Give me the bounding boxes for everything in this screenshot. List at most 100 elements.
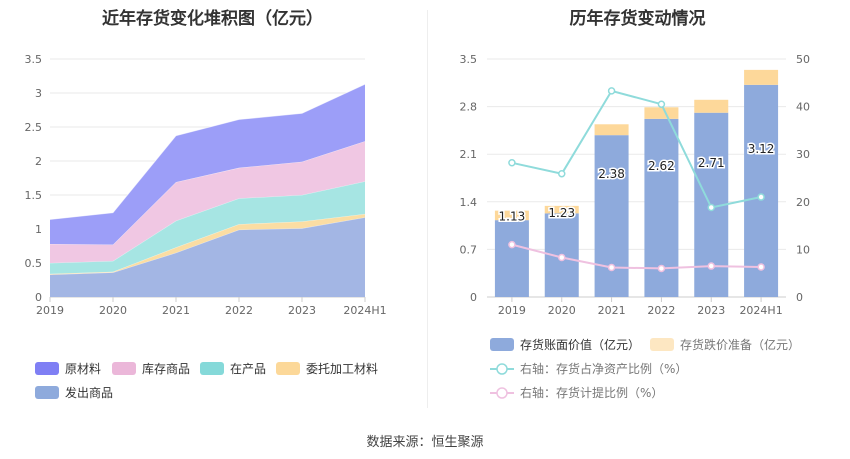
legend-label: 右轴：存货占净资产比例（%） <box>520 362 688 376</box>
y-tick-label: 2.5 <box>25 121 43 134</box>
line-point <box>707 262 715 270</box>
legend-label: 委托加工材料 <box>306 362 379 376</box>
bar-impairment-provision <box>544 205 579 214</box>
line-point <box>757 263 765 271</box>
line-point <box>607 87 616 95</box>
bar-book-value <box>594 135 629 297</box>
legend-line-icon <box>490 386 514 399</box>
area-series-发出商品 <box>50 217 365 297</box>
bar-data-label: 1.13 <box>499 210 526 224</box>
legend-label: 发出商品 <box>65 386 114 400</box>
legend-item-右轴：存货计提比例（%）[interactable]: 右轴：存货计提比例（%） <box>490 384 663 401</box>
y-tick-label: 0 <box>470 291 477 304</box>
legend-swatch <box>112 362 136 375</box>
legend-swatch <box>35 386 59 399</box>
legend-swatch <box>490 338 514 351</box>
line-point <box>657 264 666 273</box>
y2-tick-label: 0 <box>796 291 803 304</box>
area-series-edge <box>49 181 366 264</box>
legend-label: 存货账面价值（亿元） <box>520 338 641 352</box>
legend-label: 原材料 <box>65 362 102 376</box>
line-point <box>558 253 566 262</box>
legend-item-原材料[interactable]: 原材料 <box>35 360 101 377</box>
line-point <box>607 263 616 272</box>
data-source-note: 数据来源：恒生聚源 <box>366 435 484 450</box>
line-point <box>508 159 516 167</box>
area-series-库存商品 <box>50 141 365 263</box>
x-tick-label: 2019 <box>498 304 526 317</box>
x-tick-label: 2021 <box>598 304 626 317</box>
inventory-bar-line-chart: 0 0.7 1.4 2.1 2.8 3.5 0 10 20 30 40 50 1.13 1.23 2.38 2… <box>460 53 811 317</box>
y-tick-label: 3 <box>35 87 42 100</box>
bar-book-value <box>494 220 529 297</box>
line-series-右轴：存货占净资产比例（%） <box>511 89 762 209</box>
bar-impairment-provision <box>694 99 729 113</box>
bar-book-value <box>744 84 779 297</box>
legend-item-在产品[interactable]: 在产品 <box>200 360 266 377</box>
bar-data-label: 2.38 <box>598 167 625 181</box>
y-tick-label: 2.8 <box>460 101 478 114</box>
left-chart-title: 近年存货变化堆积图（亿元） <box>102 9 323 29</box>
y-tick-label: 2 <box>35 155 42 168</box>
line-point <box>657 100 666 108</box>
x-tick-label: 2024H1 <box>343 304 386 317</box>
bar-data-label: 3.12 <box>748 142 775 156</box>
legend-label: 右轴：存货计提比例（%） <box>520 386 664 400</box>
line-point <box>558 169 566 178</box>
y2-tick-label: 40 <box>796 101 810 114</box>
x-tick-label: 2023 <box>288 304 316 317</box>
legend-item-发出商品[interactable]: 发出商品 <box>35 384 113 401</box>
x-tick-label: 2020 <box>99 304 127 317</box>
legend-item-存货跌价准备（亿元）[interactable]: 存货跌价准备（亿元） <box>650 336 800 353</box>
y-tick-label: 1 <box>35 223 42 236</box>
legend-item-右轴：存货占净资产比例（%）[interactable]: 右轴：存货占净资产比例（%） <box>490 360 687 377</box>
legend-swatch <box>35 362 59 375</box>
y-tick-label: 3.5 <box>460 53 478 66</box>
bar-impairment-provision <box>594 124 629 136</box>
y-tick-label: 2.1 <box>460 148 478 161</box>
x-tick-label: 2019 <box>36 304 64 317</box>
y-tick-label: 0.5 <box>25 257 43 270</box>
x-tick-label: 2022 <box>647 304 675 317</box>
bar-impairment-provision <box>494 210 529 221</box>
legend-label: 库存商品 <box>142 362 191 376</box>
y-tick-label: 0 <box>35 291 42 304</box>
y-tick-label: 1.5 <box>25 189 43 202</box>
x-tick-label: 2023 <box>697 304 725 317</box>
x-tick-label: 2020 <box>548 304 576 317</box>
y-tick-label: 1.4 <box>460 196 478 209</box>
line-point <box>707 203 715 212</box>
line-series-右轴：存货计提比例（%） <box>511 243 762 270</box>
x-tick-label: 2021 <box>162 304 190 317</box>
legend-label: 在产品 <box>230 362 267 376</box>
legend-item-存货账面价值（亿元）[interactable]: 存货账面价值（亿元） <box>490 336 640 353</box>
bar-data-label: 2.62 <box>648 159 675 173</box>
x-tick-label: 2022 <box>225 304 253 317</box>
area-series-edge <box>49 83 366 220</box>
line-point <box>757 193 765 201</box>
y-tick-label: 0.7 <box>460 243 478 256</box>
y-tick-label: 3.5 <box>25 53 43 66</box>
y2-tick-label: 50 <box>796 53 810 66</box>
legend-label: 存货跌价准备（亿元） <box>680 338 801 352</box>
legend-line-icon <box>490 362 514 375</box>
chart-divider <box>427 10 428 408</box>
bar-impairment-provision <box>744 69 779 85</box>
line-point <box>508 240 516 249</box>
right-chart-title: 历年存货变动情况 <box>569 9 706 29</box>
legend-item-库存商品[interactable]: 库存商品 <box>112 360 190 377</box>
legend-item-委托加工材料[interactable]: 委托加工材料 <box>276 360 378 377</box>
bar-impairment-provision <box>644 107 679 119</box>
bar-data-label: 2.71 <box>698 156 725 170</box>
stacked-area-chart: 0 0.5 1 1.5 2 2.5 3 3.5 2019 2020 2021 2022 2023 2024… <box>25 53 387 317</box>
y2-tick-label: 10 <box>796 243 810 256</box>
legend-swatch <box>200 362 224 375</box>
legend-swatch <box>650 338 674 351</box>
area-series-原材料 <box>50 84 365 245</box>
y2-tick-label: 20 <box>796 196 810 209</box>
bar-data-label: 1.23 <box>548 206 575 220</box>
area-series-在产品 <box>50 181 365 274</box>
x-tick-label: 2024H1 <box>739 304 782 317</box>
y2-tick-label: 30 <box>796 148 810 161</box>
area-series-委托加工材料 <box>50 214 365 275</box>
